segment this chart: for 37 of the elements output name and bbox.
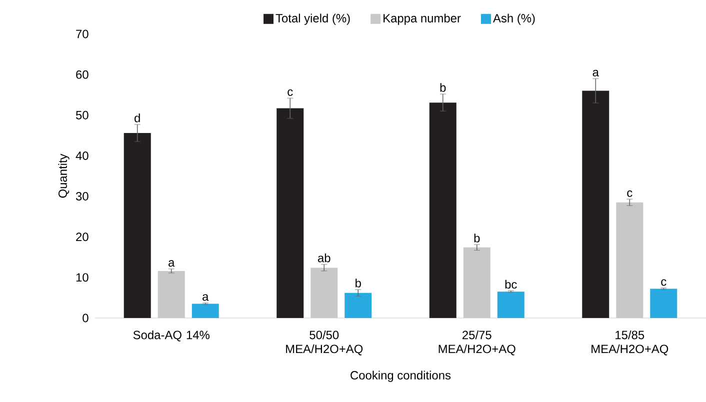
y-tick-label: 60 — [76, 70, 88, 79]
legend-label: Kappa number — [384, 14, 461, 25]
bar — [497, 292, 524, 318]
bar — [192, 304, 219, 318]
y-tick-label: 30 — [76, 192, 88, 201]
bar — [276, 108, 304, 318]
annotation: bc — [505, 280, 517, 289]
y-tick-label: 10 — [76, 273, 88, 282]
bar — [344, 292, 372, 318]
y-tick-label: 20 — [76, 232, 88, 242]
legend-label: Total yield (%) — [276, 14, 350, 25]
x-axis-title: Cooking conditions — [350, 370, 451, 382]
annotation: a — [168, 260, 175, 267]
y-tick-label: 70 — [76, 30, 88, 38]
bar — [582, 90, 610, 318]
bar — [429, 102, 456, 318]
annotation: a — [592, 70, 599, 76]
y-tick-label: 0 — [82, 314, 88, 322]
annotation: a — [202, 294, 209, 301]
x-tick-label: Soda-AQ 14% — [133, 330, 210, 342]
annotation: b — [356, 278, 361, 288]
y-axis-title: Quantity — [58, 154, 70, 198]
x-tick-label: 50/50 MEA/H2O+AQ — [286, 330, 363, 356]
annotation: d — [134, 114, 140, 122]
annotation: b — [440, 83, 446, 92]
bar — [124, 132, 151, 318]
bar — [650, 288, 678, 318]
annotation: ab — [318, 253, 330, 262]
annotation: c — [288, 89, 293, 96]
y-tick-label: 50 — [76, 110, 88, 120]
annotation: b — [474, 234, 480, 242]
annotation: c — [627, 190, 632, 197]
y-tick-label: 40 — [76, 151, 88, 160]
legend-label: Ash (%) — [492, 14, 535, 25]
x-tick-label: 25/75 MEA/H2O+AQ — [438, 330, 516, 356]
x-tick-label: 15/85 MEA/H2O+AQ — [592, 330, 668, 356]
annotation: c — [661, 279, 666, 286]
